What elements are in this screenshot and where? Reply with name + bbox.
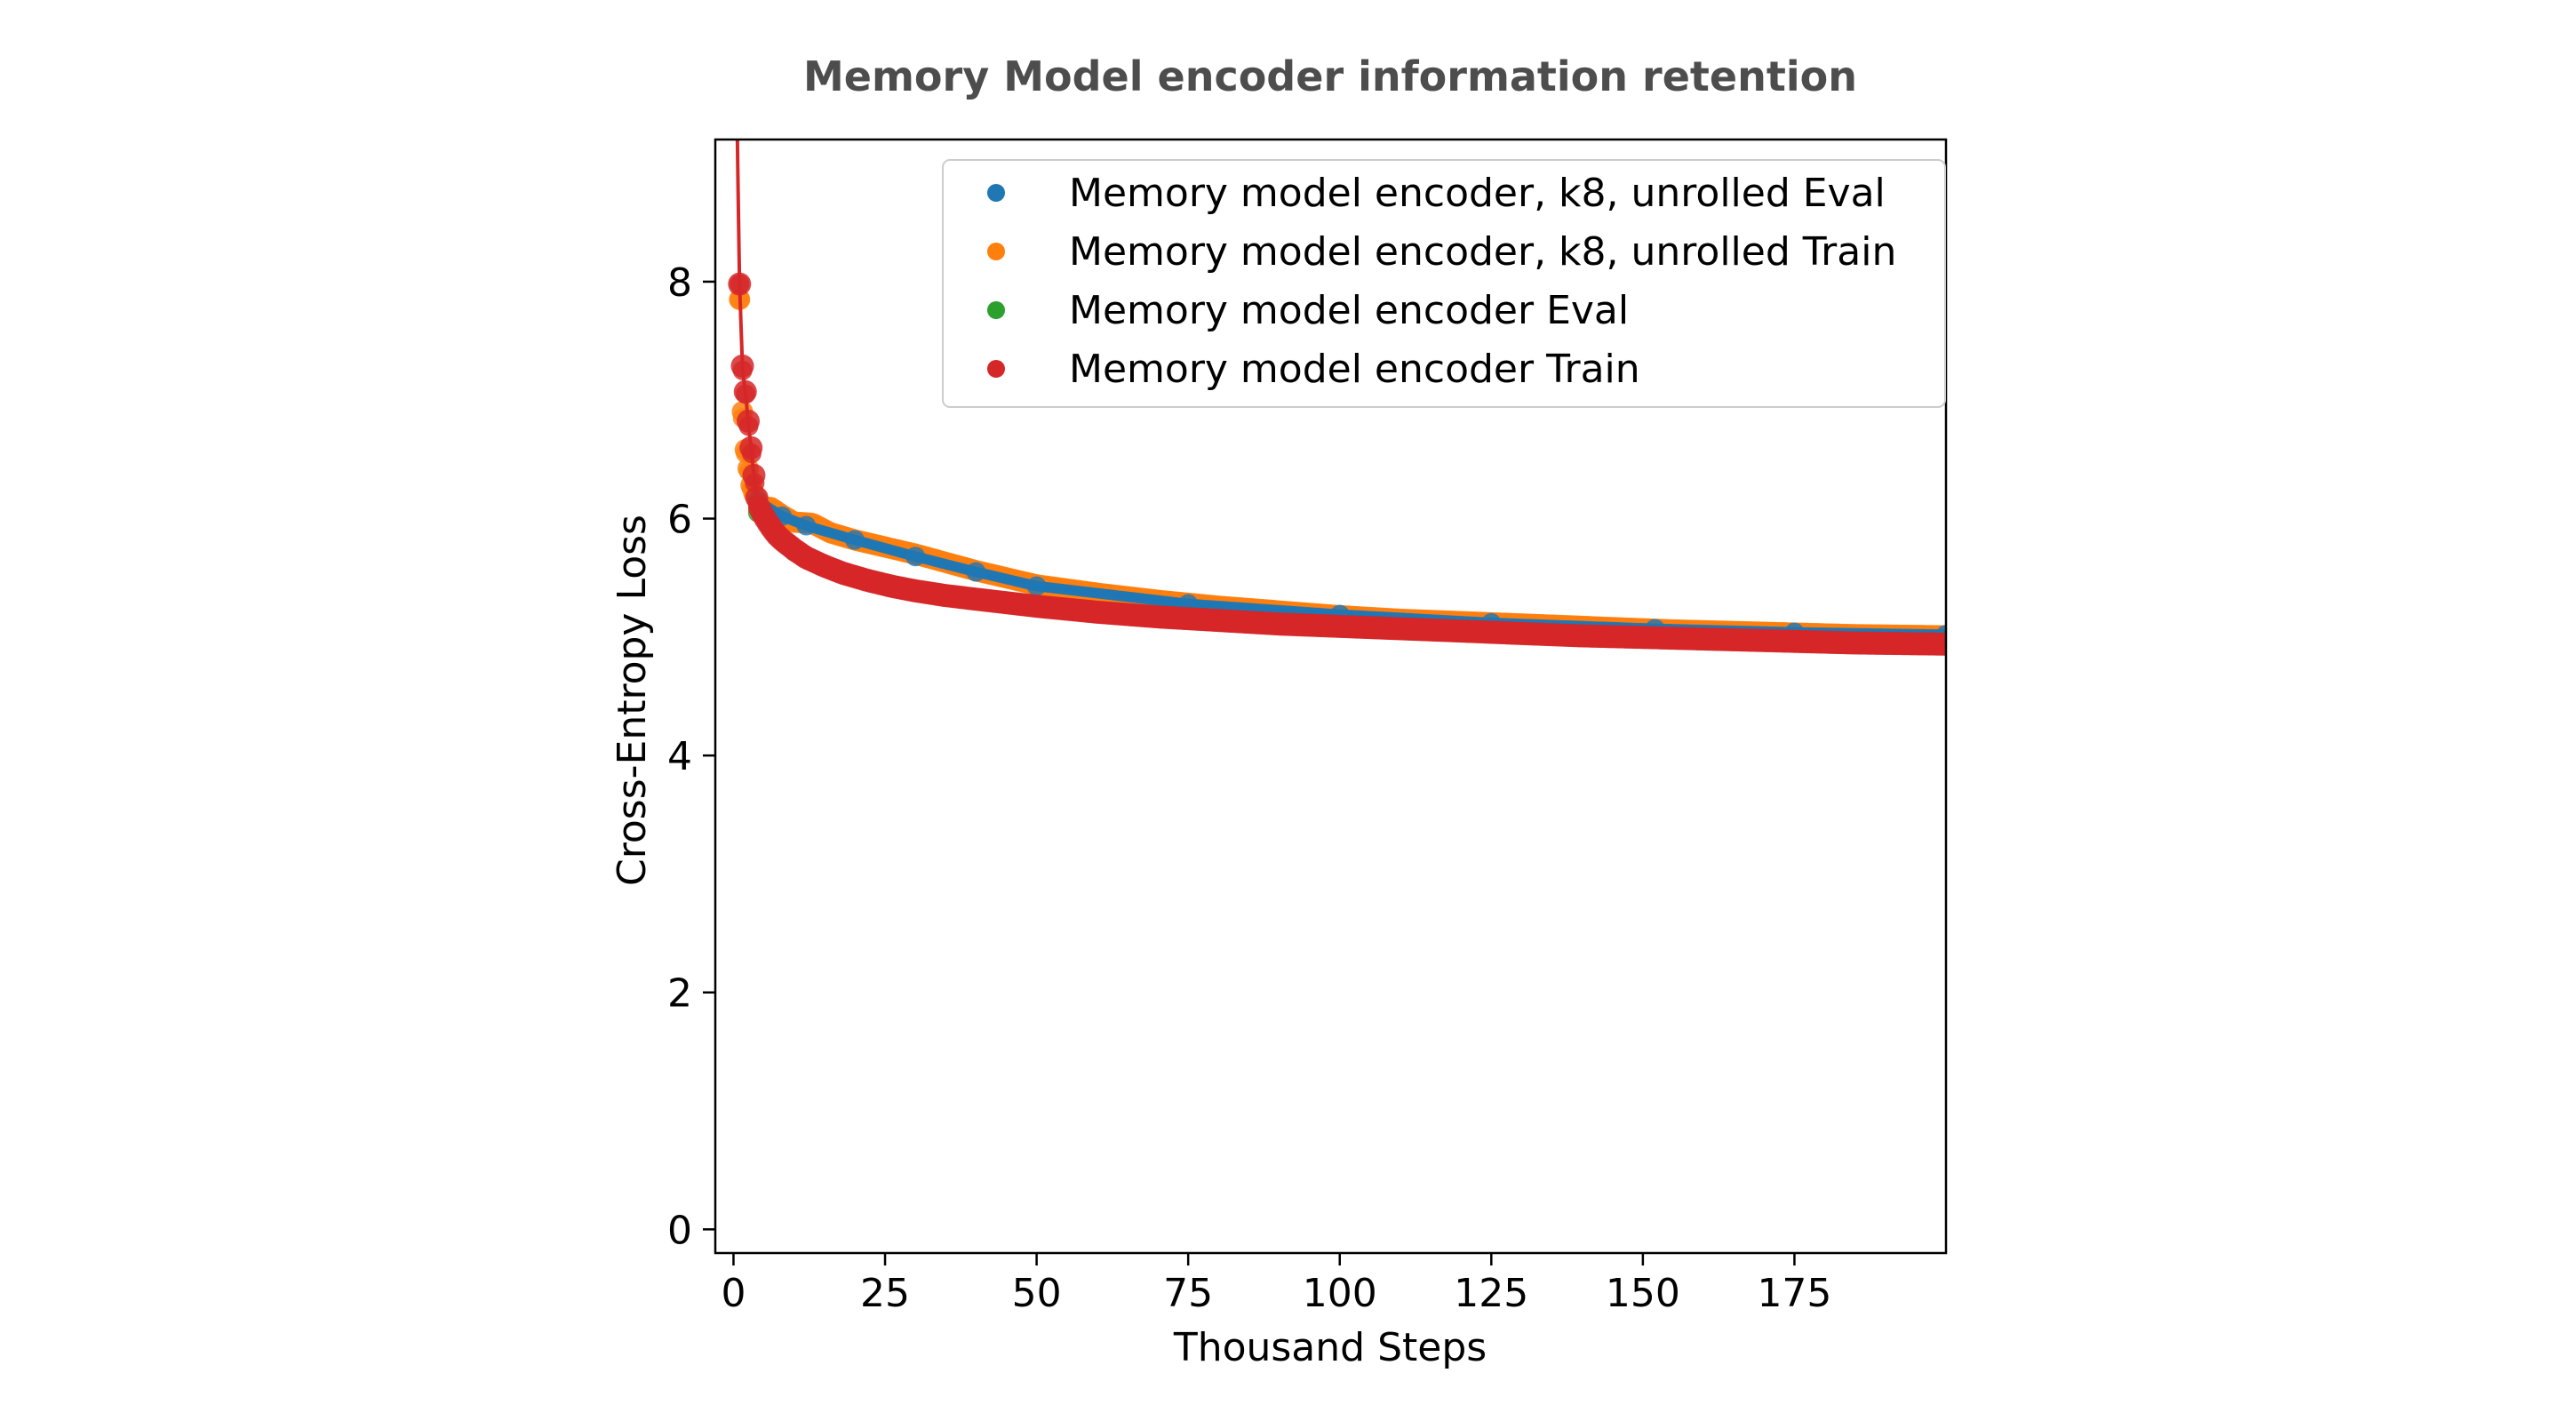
y-axis-label: Cross-Entropy Loss: [610, 515, 655, 886]
legend-marker-1: [987, 243, 1005, 260]
y-tick-label: 4: [667, 734, 692, 779]
y-tick-label: 6: [667, 498, 692, 543]
legend: Memory model encoder, k8, unrolled Eval M…: [942, 159, 1946, 408]
x-tick-label: 125: [1454, 1271, 1528, 1316]
legend-marker-0: [987, 184, 1005, 202]
data-point: [844, 530, 865, 550]
legend-marker-2: [987, 301, 1005, 319]
axes: 0 25 50 75 100 125 150 175 0 2 4 6 8: [667, 138, 1948, 1316]
legend-label-0: Memory model encoder, k8, unrolled Eval: [1069, 171, 1886, 216]
x-tick-label: 75: [1163, 1271, 1213, 1316]
x-tick-label: 175: [1757, 1271, 1831, 1316]
plot-clip-group: [728, 140, 1946, 656]
data-point: [966, 562, 986, 582]
y-tick-label: 2: [667, 971, 692, 1017]
x-tick-label: 25: [860, 1271, 910, 1316]
x-axis-label: Thousand Steps: [1173, 1325, 1487, 1370]
train-fit-line: [735, 140, 1946, 646]
x-tick-label: 50: [1012, 1271, 1062, 1316]
legend-marker-3: [987, 360, 1005, 378]
x-tick-label: 150: [1606, 1271, 1680, 1316]
plot-area: [728, 140, 1946, 656]
data-point: [796, 515, 817, 536]
legend-label-1: Memory model encoder, k8, unrolled Train: [1069, 229, 1896, 275]
data-point: [1026, 576, 1047, 596]
data-point: [905, 547, 926, 567]
y-tick-label: 8: [667, 260, 692, 306]
x-tick-label: 100: [1303, 1271, 1377, 1316]
chart-title: Memory Model encoder information retenti…: [803, 52, 1857, 100]
x-tick-label: 0: [721, 1271, 746, 1316]
legend-label-3: Memory model encoder Train: [1069, 347, 1640, 392]
legend-label-2: Memory model encoder Eval: [1069, 288, 1629, 333]
legend-box: [942, 159, 1946, 408]
y-tick-label: 0: [667, 1208, 692, 1253]
plot-frame: [714, 138, 1948, 1255]
